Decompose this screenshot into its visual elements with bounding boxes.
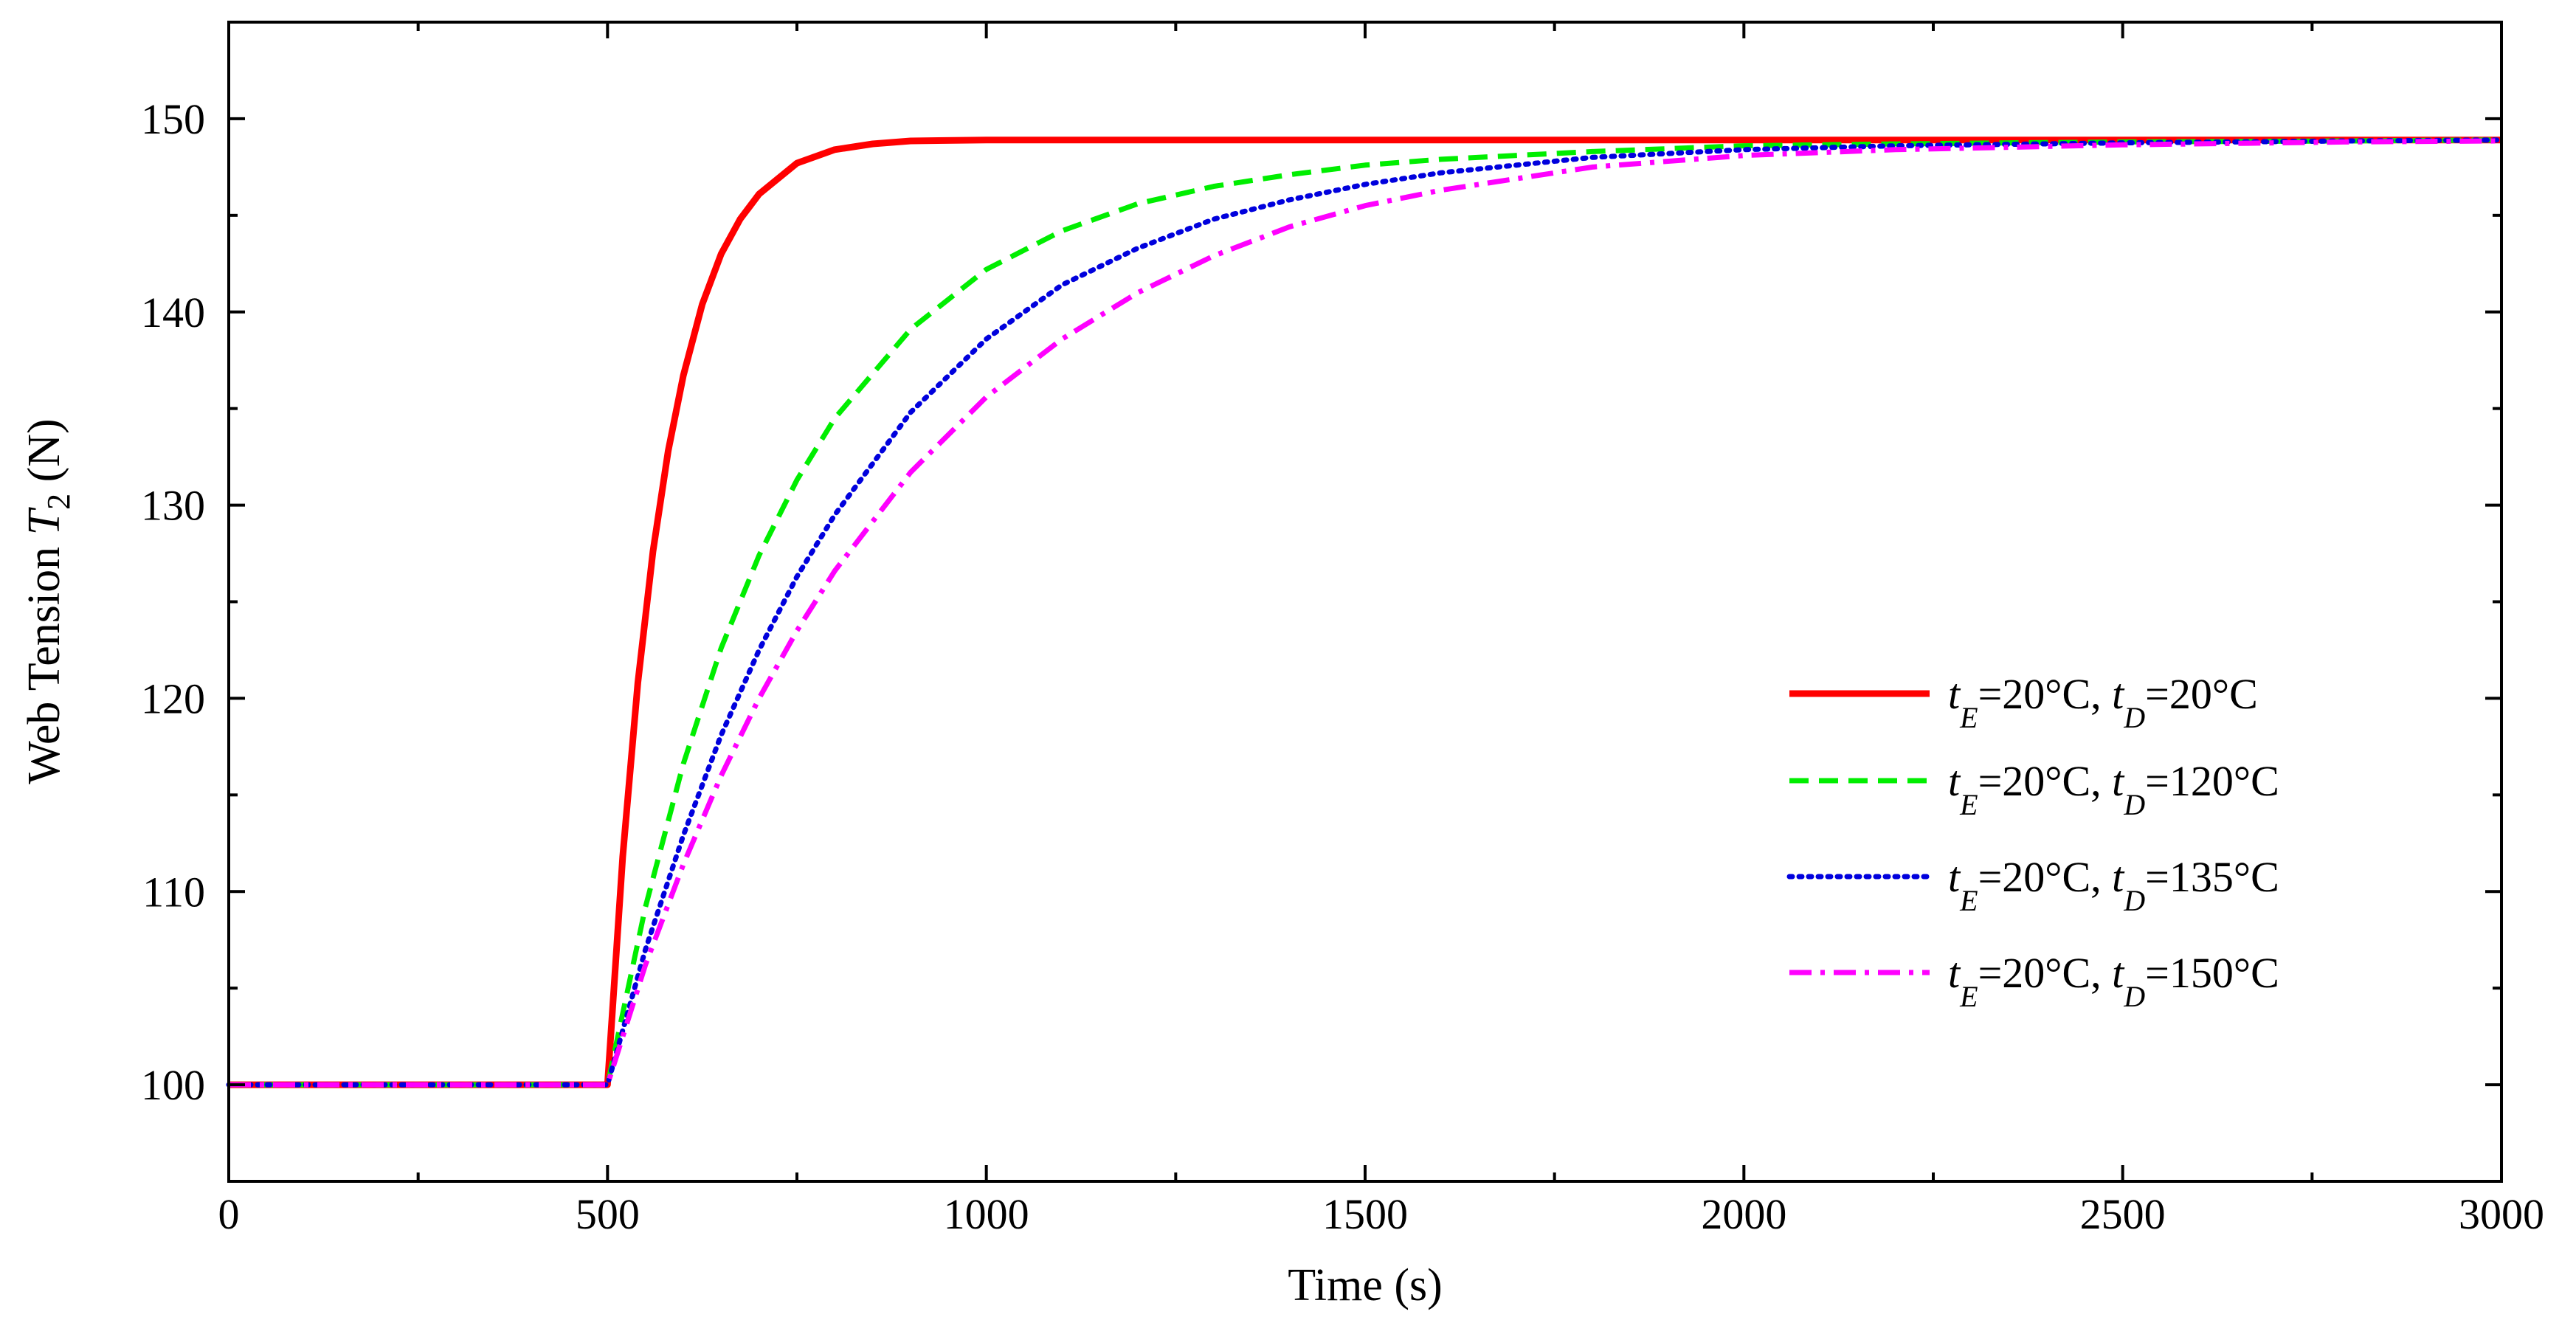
legend-part-s2: D [2123,980,2145,1013]
legend-part-m: =20°C, [1978,670,2113,718]
legend-part-s1: E [1959,788,1978,821]
y-tick-labels: 100 110 120 130 140 150 [141,95,205,1109]
x-tick-label: 1000 [944,1190,1029,1238]
x-tick-label: 2000 [1701,1190,1786,1238]
x-tick-label: 500 [576,1190,640,1238]
legend-part-t1: t [1948,670,1961,718]
series-line-1 [229,137,2501,1088]
plot-frame [227,21,2503,1183]
legend-part-t2: t [2112,949,2125,997]
x-tick-label: 0 [218,1190,240,1238]
y-axis-label-subscript: 2 [41,494,77,510]
legend-part-e: =20°C [2145,670,2258,718]
series-layer [226,137,2504,1088]
x-tick-label: 2500 [2080,1190,2166,1238]
y-axis-label-prefix: Web Tension [19,535,69,784]
legend-part-t2: t [2112,853,2125,901]
legend-part-e: =135°C [2145,853,2279,901]
legend-part-t2: t [2112,757,2125,805]
legend-part-t1: t [1948,853,1961,901]
legend-part-e: =120°C [2145,757,2279,805]
legend-part-s2: D [2123,884,2145,917]
y-axis-label-suffix: (N) [19,418,69,494]
x-tick-label: 3000 [2459,1190,2544,1238]
series-line-3 [226,137,2504,1088]
y-axis-label: Web Tension T2 (N) [19,418,77,784]
legend-part-s2: D [2123,788,2145,821]
legend-part-e: =150°C [2145,949,2279,997]
y-tick-label: 120 [141,674,205,722]
y-tick-label: 100 [141,1061,205,1109]
legend-part-s1: E [1959,701,1978,734]
y-axis-label-variable: T [19,506,69,535]
legend-part-m: =20°C, [1978,757,2113,805]
legend-part-m: =20°C, [1978,949,2113,997]
legend-part-s1: E [1959,980,1978,1013]
x-axis-label: Time (s) [1288,1260,1443,1310]
legend-label-2: tE=20°C, tD=120°C [1948,757,2279,821]
y-tick-label: 140 [141,289,205,336]
x-tick-label: 1500 [1322,1190,1408,1238]
legend-label-1: tE=20°C, tD=20°C [1948,670,2258,734]
legend-part-s2: D [2123,701,2145,734]
y-tick-label: 130 [141,482,205,530]
legend-part-m: =20°C, [1978,853,2113,901]
legend-part-t1: t [1948,757,1961,805]
y-tick-label: 150 [141,95,205,143]
series-line-2 [229,137,2502,1088]
x-tick-labels: 0 500 1000 1500 2000 2500 3000 [218,1190,2545,1238]
legend-part-s1: E [1959,884,1978,917]
legend: tE=20°C, tD=20°CtE=20°C, tD=120°CtE=20°C… [1786,670,2279,1013]
legend-part-t2: t [2112,670,2125,718]
legend-label-3: tE=20°C, tD=135°C [1948,853,2279,917]
legend-part-t1: t [1948,949,1961,997]
y-tick-label: 110 [142,868,205,916]
legend-label-4: tE=20°C, tD=150°C [1948,949,2279,1013]
